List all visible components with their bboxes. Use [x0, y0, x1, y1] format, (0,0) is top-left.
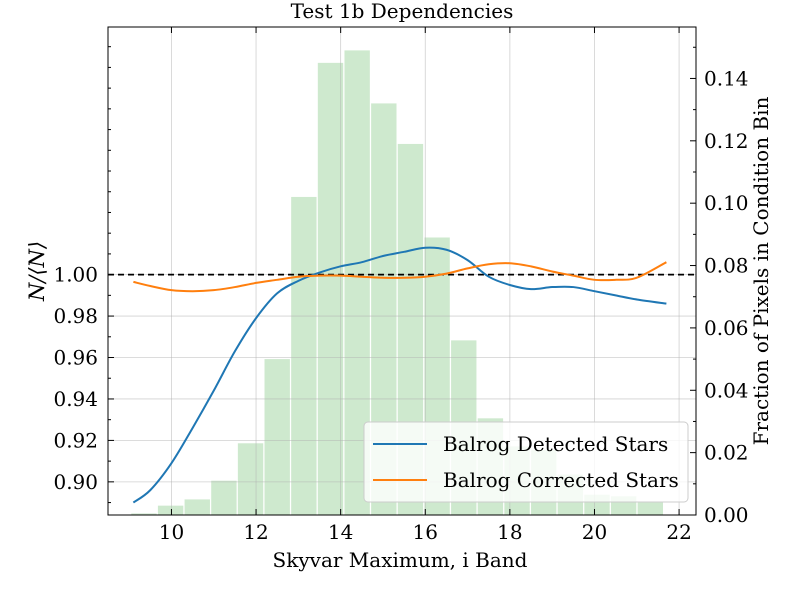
legend-label-2: Balrog Corrected Stars	[443, 468, 679, 492]
legend-box	[363, 421, 689, 503]
x-tick-label: 16	[413, 520, 438, 544]
y-tick-label: 0.98	[53, 304, 98, 328]
y2-tick-label: 0.04	[704, 378, 749, 402]
histogram-bar	[237, 443, 264, 515]
y2-tick-label: 0.02	[704, 441, 749, 465]
y2-axis-label: Fraction of Pixels in Condition Bin	[749, 96, 773, 445]
histogram-bar	[131, 513, 157, 515]
histogram-bar	[291, 196, 317, 515]
x-tick-label: 12	[243, 520, 268, 544]
y2-tick-label: 0.14	[704, 66, 749, 90]
histogram-bar	[184, 499, 210, 515]
histogram-bars	[131, 50, 664, 515]
x-tick-label: 22	[666, 520, 691, 544]
axis-ticks: 10 12 14 16 18 20 22 0.90 0.92 0.94 0.96 0.98 1.00 0.…	[53, 27, 749, 544]
histogram-bar	[264, 359, 290, 515]
x-tick-label: 10	[159, 520, 184, 544]
histogram-bar	[317, 62, 344, 515]
y2-tick-label: 0.08	[704, 254, 749, 278]
x-axis-label: Skyvar Maximum, i Band	[273, 548, 528, 572]
series-line-2	[133, 261, 667, 293]
y-tick-label: 1.00	[53, 263, 98, 287]
y2-tick-label: 0.00	[704, 503, 749, 527]
y2-tick-label: 0.06	[704, 316, 749, 340]
y-tick-label: 0.96	[53, 346, 98, 370]
x-tick-label: 18	[497, 520, 522, 544]
y2-tick-label: 0.12	[704, 129, 749, 153]
chart-title: Test 1b Dependencies	[291, 0, 514, 23]
series-line-1	[132, 246, 667, 504]
y-axis-label: N/⟨N⟩	[25, 241, 49, 302]
x-tick-label: 14	[328, 520, 353, 544]
y-tick-label: 0.94	[53, 387, 98, 411]
y-tick-label: 0.90	[53, 470, 98, 494]
series-lines	[132, 246, 667, 504]
plot-frame	[107, 26, 697, 516]
legend: Balrog Detected Stars Balrog Corrected St…	[363, 421, 689, 503]
histogram-bar	[157, 505, 184, 515]
x-tick-label: 20	[582, 520, 607, 544]
legend-label-1: Balrog Detected Stars	[443, 432, 668, 456]
y2-tick-label: 0.10	[704, 191, 749, 215]
histogram-bar	[637, 502, 664, 515]
y-tick-label: 0.92	[53, 428, 98, 452]
histogram-bar	[211, 480, 237, 515]
